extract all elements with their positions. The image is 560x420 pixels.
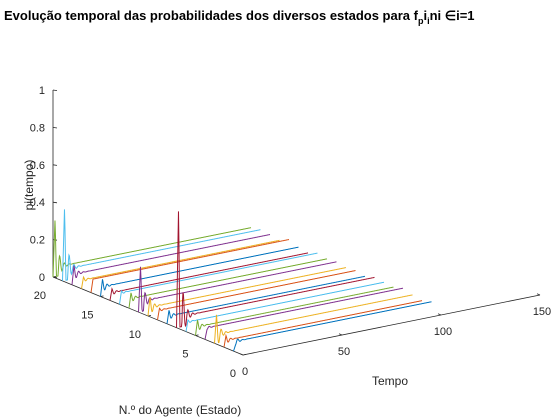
series-line-agent-14 [109, 252, 309, 301]
series-line-agent-7 [176, 211, 375, 328]
z-axis-label: pi(tempo) [22, 160, 36, 211]
x-tick-label: 150 [533, 306, 551, 318]
series-line-agent-17 [81, 239, 280, 289]
z-tick-mark [52, 164, 58, 166]
z-tick-label: 0.8 [30, 122, 45, 134]
x-tick-label: 50 [338, 346, 350, 358]
z-tick-label: 0 [39, 272, 45, 284]
z-tick-label: 1 [39, 85, 45, 97]
series-line-agent-19 [62, 209, 261, 281]
series-lines [52, 209, 432, 352]
series-line-agent-13 [119, 252, 318, 305]
y-tick-mark [242, 354, 247, 356]
series-line-agent-10 [147, 267, 347, 317]
series-line-agent-3 [214, 294, 413, 344]
series-line-agent-8 [166, 275, 366, 324]
axes: 0 50 100 150 0 5 10 15 20 0 0.2 0.4 0.6 0.8 1 [30, 85, 551, 380]
series-line-agent-4 [204, 287, 404, 340]
series-line-agent-15 [100, 246, 299, 297]
x-axis-label: Tempo [372, 374, 408, 388]
y-tick-label: 20 [34, 290, 46, 302]
z-tick-mark [52, 201, 58, 204]
y-tick-label: 0 [230, 368, 236, 380]
series-line-agent-11 [138, 261, 337, 313]
x-tick-label: 100 [434, 326, 452, 338]
series-line-agent-16 [90, 239, 290, 293]
chart-title: Evolução temporal das probabilidades dos… [4, 8, 475, 26]
x-axis-line [242, 294, 541, 356]
z-tick-label: 0.2 [30, 235, 45, 247]
series-line-agent-18 [71, 234, 271, 285]
series-line-agent-12 [128, 258, 328, 309]
z-tick-label: 0.6 [30, 160, 45, 172]
series-line-agent-6 [185, 281, 385, 332]
y-tick-label: 5 [182, 349, 188, 361]
x-tick-mark [437, 313, 442, 316]
series-line-agent-1 [233, 301, 432, 352]
y-axis-label: N.º do Agente (Estado) [119, 403, 241, 417]
x-tick-mark [338, 333, 343, 336]
x-tick-mark [239, 353, 244, 356]
z-tick-mark [52, 276, 58, 278]
x-tick-label: 0 [242, 366, 248, 378]
y-tick-label: 15 [81, 310, 93, 322]
z-tick-mark [52, 239, 58, 241]
x-tick-mark [536, 293, 541, 296]
series-line-agent-2 [223, 300, 423, 348]
y-tick-label: 10 [129, 329, 141, 341]
series-line-agent-9 [157, 270, 356, 320]
series-line-agent-5 [195, 286, 394, 336]
series-line-agent-20 [52, 220, 252, 278]
z-tick-mark [52, 89, 58, 91]
z-tick-mark [52, 127, 58, 129]
z-tick-label: 0.4 [30, 197, 45, 209]
